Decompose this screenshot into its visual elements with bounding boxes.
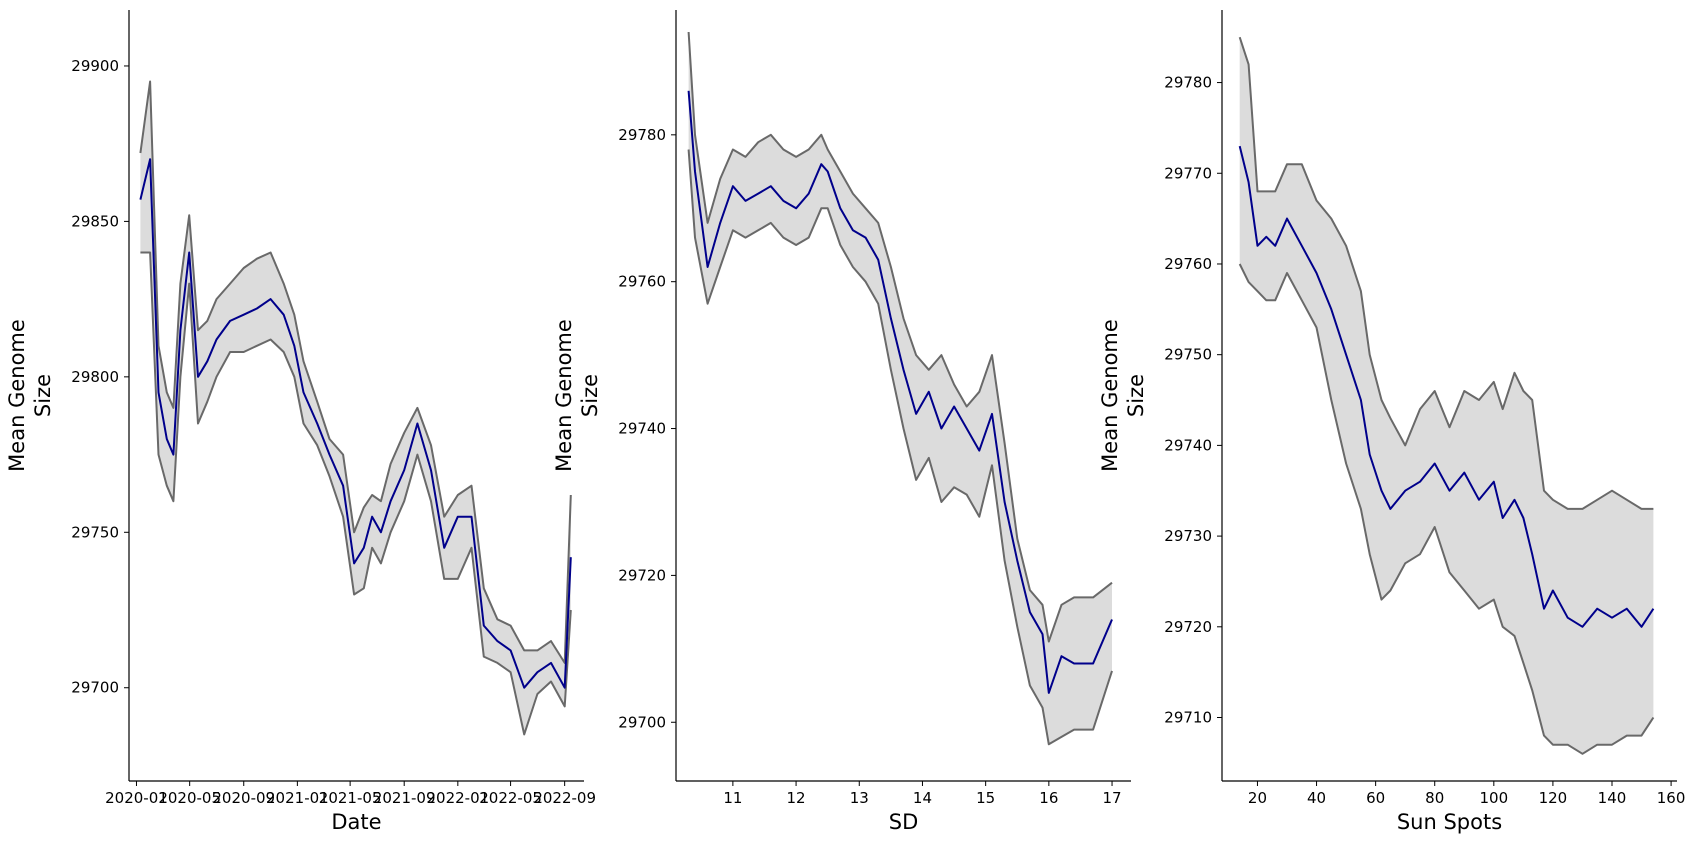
x-tick-label: 2021-05 [319,789,382,807]
y-axis-label: Size [1124,374,1148,417]
y-tick-label: 29760 [618,273,666,291]
x-tick-label: 2020-09 [212,789,275,807]
mean-line [139,158,572,689]
x-tick-label: 16 [1039,789,1058,807]
panel-date: 29700297502980029850299002020-012020-052… [5,10,596,834]
lower-bound-line [1238,263,1655,755]
y-axis-label: Mean Genome [552,319,576,472]
y-tick-label: 29750 [71,523,119,541]
y-axis-label: Mean Genome [5,319,29,472]
lower-bound-line [140,251,572,736]
y-tick-label: 29700 [71,679,119,697]
panel-sd: 29700 29720 29740 29760 29780 11 12 13 14 15 16 17 S… [552,10,1131,834]
mean-line [687,90,1113,694]
y-tick-label: 29900 [71,57,119,75]
confidence-band [140,81,571,735]
y-tick-label: 29780 [618,126,666,144]
x-tick-label: 140 [1598,789,1627,807]
upper-bound-line [139,80,572,664]
y-tick-label: 29720 [618,566,666,584]
x-tick-label: 20 [1248,789,1267,807]
y-tick-label: 29740 [618,420,666,438]
mean-line [1238,145,1655,628]
y-tick-label: 29740 [1164,436,1212,454]
x-tick-label: 160 [1657,789,1686,807]
y-tick-label: 29720 [1164,618,1212,636]
y-axis-label: Size [578,374,602,417]
x-axis-label: SD [889,810,919,834]
x-tick-label: 2021-09 [373,789,436,807]
y-tick-label: 29700 [618,713,666,731]
x-axis-label: Sun Spots [1397,810,1502,834]
y-axis-label: Mean Genome [1098,319,1122,472]
x-tick-label: 2022-01 [426,789,489,807]
y-tick-label: 29780 [1164,74,1212,92]
x-tick-label: 80 [1425,789,1444,807]
x-tick-label: 13 [850,789,869,807]
x-tick-label: 17 [1102,789,1121,807]
y-tick-label: 29750 [1164,346,1212,364]
upper-bound-line [1238,36,1654,510]
y-tick-label: 29800 [71,368,119,386]
x-tick-label: 120 [1539,789,1568,807]
y-tick-label: 29760 [1164,255,1212,273]
x-tick-label: 2020-01 [105,789,168,807]
x-tick-label: 2021-01 [266,789,329,807]
x-tick-label: 15 [976,789,995,807]
y-tick-label: 29710 [1164,709,1212,727]
x-tick-label: 12 [787,789,806,807]
x-tick-label: 100 [1479,789,1508,807]
x-tick-label: 11 [723,789,742,807]
y-axis-label: Size [31,374,55,417]
y-tick-label: 29770 [1164,164,1212,182]
x-tick-label: 2022-05 [479,789,542,807]
x-tick-label: 2022-09 [533,789,596,807]
y-tick-label: 29730 [1164,527,1212,545]
confidence-band [1239,37,1654,754]
panel-sun-spots: 29710 29720 29730 29740 29750 29760 29770 29780… [1098,10,1685,834]
x-tick-label: 60 [1366,789,1385,807]
x-axis-label: Date [331,810,381,834]
y-tick-label: 29850 [71,212,119,230]
x-tick-label: 14 [913,789,932,807]
x-tick-label: 2020-05 [158,789,221,807]
upper-bound-line [687,31,1113,643]
x-tick-label: 40 [1307,789,1326,807]
lower-bound-line [687,149,1113,746]
